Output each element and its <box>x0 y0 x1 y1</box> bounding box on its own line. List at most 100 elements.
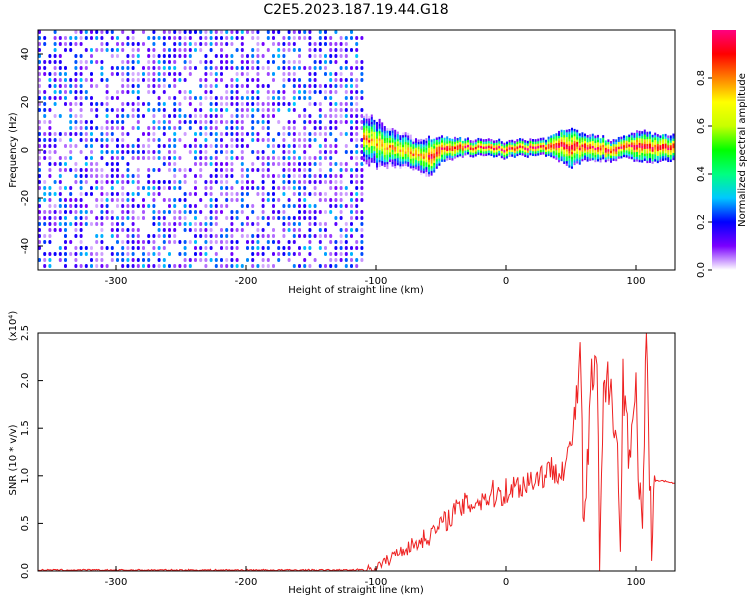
spectrogram-cell <box>84 156 88 160</box>
spectrogram-cell <box>482 141 485 145</box>
spectrogram-cell <box>152 114 156 118</box>
spectrogram-cell <box>576 139 579 142</box>
spectrogram-cell <box>376 164 378 168</box>
spectrogram-cell <box>162 144 166 148</box>
spectrogram-cell <box>599 157 602 161</box>
spectrogram-cell <box>261 84 265 88</box>
spectrogram-cell <box>251 162 255 166</box>
spectrogram-x-axis-label: Height of straight line (km) <box>288 285 424 296</box>
spectrogram-cell <box>90 72 93 76</box>
spectrogram-cell <box>669 142 672 146</box>
spectrogram-cell <box>565 151 568 154</box>
spectrogram-cell <box>571 132 573 136</box>
spectrogram-cell <box>571 163 573 167</box>
spectrogram-cell <box>303 234 307 238</box>
spectrogram-cell <box>64 48 67 52</box>
spectrogram-cell <box>95 114 99 118</box>
spectrogram-cell <box>324 156 327 160</box>
spectrogram-cell <box>376 121 378 125</box>
spectrogram-cell <box>209 120 213 124</box>
spectrogram-cell <box>121 48 125 52</box>
spectrogram-cell <box>399 144 402 148</box>
spectrogram-cell <box>230 138 234 142</box>
spectrogram-cell <box>350 138 353 142</box>
spectrogram-cell <box>308 234 312 238</box>
spectrogram-cell <box>235 96 239 100</box>
spectrogram-cell <box>571 156 573 160</box>
spectrogram-cell <box>214 84 218 88</box>
spectrogram-cell <box>407 144 410 148</box>
spectrogram-cell <box>53 54 57 58</box>
spectrogram-cell <box>539 145 542 148</box>
spectrogram-cell <box>617 136 620 140</box>
spectrogram-cell <box>534 139 537 142</box>
spectrogram-cell <box>95 168 99 172</box>
spectrogram-cell <box>173 108 177 112</box>
spectrogram-cell <box>313 138 317 142</box>
spectrogram-cell <box>251 96 255 100</box>
spectrogram-cell <box>446 138 449 142</box>
spectrogram-cell <box>365 113 368 117</box>
spectrogram-cell <box>477 145 480 148</box>
spectrogram-cell <box>389 135 391 138</box>
spectrogram-cell <box>188 54 192 58</box>
spectrogram-cell <box>69 48 73 52</box>
spectrogram-cell <box>178 114 182 118</box>
spectrogram-cell <box>607 151 610 154</box>
spectrogram-cell <box>58 156 62 160</box>
spectrogram-cell <box>209 60 213 64</box>
spectrogram-cell <box>84 96 88 100</box>
spectrogram-cell <box>162 54 166 58</box>
spectrogram-cell <box>74 168 78 172</box>
spectrogram-cell <box>48 78 52 82</box>
spectrogram-cell <box>560 132 563 135</box>
spectrogram-cell <box>142 30 145 34</box>
spectrogram-cell <box>584 135 586 139</box>
spectrogram-cell <box>38 108 41 112</box>
spectrogram-cell <box>178 210 182 214</box>
spectrogram-cell <box>204 234 208 238</box>
spectrogram-cell <box>136 78 140 82</box>
spectrogram-cell <box>53 132 57 136</box>
spectrogram-cell <box>376 148 378 151</box>
spectrogram-cell <box>467 149 469 153</box>
spectrogram-cell <box>339 114 343 118</box>
spectrogram-cell <box>519 150 521 153</box>
spectrogram-cell <box>594 142 597 146</box>
spectrogram-cell <box>524 140 527 143</box>
spectrogram-cell <box>110 228 114 232</box>
spectrogram-cell <box>142 240 145 244</box>
spectrogram-cell <box>493 150 495 153</box>
spectrogram-cell <box>95 258 99 262</box>
spectrogram-cell <box>162 108 166 112</box>
spectrogram-cell <box>261 204 265 208</box>
spectrogram-cell <box>282 156 286 160</box>
spectrogram-cell <box>383 154 386 158</box>
spectrogram-cell <box>121 186 125 190</box>
snr-frame <box>37 332 676 572</box>
spectrogram-cell <box>308 48 312 52</box>
spectrogram-cell <box>350 204 353 208</box>
spectrogram-cell <box>402 156 404 160</box>
spectrogram-cell <box>121 30 125 34</box>
spectrogram-cell <box>251 138 255 142</box>
spectrogram-cell <box>560 144 563 147</box>
spectrogram-cell <box>459 148 462 152</box>
spectrogram-cell <box>550 140 553 143</box>
spectrogram-cell <box>402 142 404 145</box>
spectrogram-cell <box>79 192 83 196</box>
spectrogram-cell <box>168 96 171 100</box>
spectrogram-cell <box>344 234 348 238</box>
spectrogram-cell <box>454 153 456 157</box>
spectrogram-cell <box>162 78 166 82</box>
spectrogram-cell <box>430 170 433 174</box>
spectrogram-cell <box>420 153 423 156</box>
spectrogram-cell <box>116 180 119 184</box>
spectrogram-cell <box>308 72 312 76</box>
spectrogram-cell <box>230 162 234 166</box>
spectrogram-cell <box>168 72 171 76</box>
spectrogram-cell <box>578 133 581 136</box>
spectrogram-cell <box>100 192 104 196</box>
spectrogram-cell <box>420 170 423 173</box>
spectrogram-cell <box>199 84 203 88</box>
